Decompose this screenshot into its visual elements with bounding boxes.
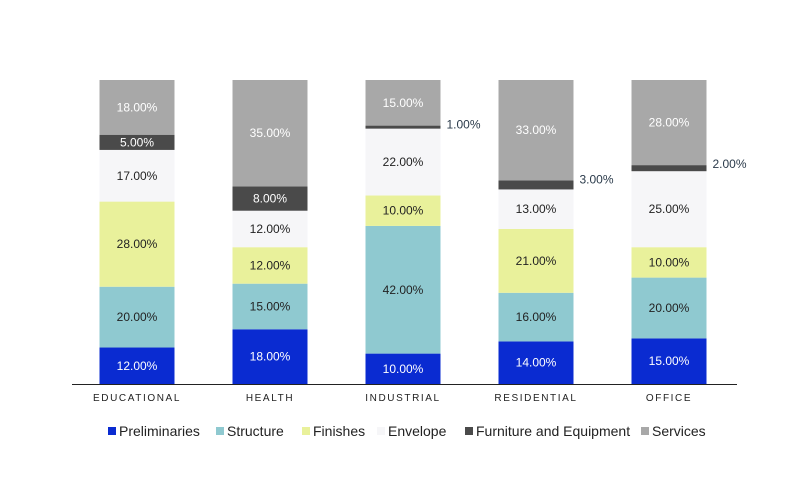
- bar-segment-educational-structure: [99, 286, 175, 348]
- bar-segment-residential-structure: [498, 292, 574, 342]
- legend-item-furniture-and-equipment: Furniture and Equipment: [465, 423, 630, 439]
- legend-swatch-preliminaries: [108, 427, 116, 435]
- data-label-educational-envelope: 17.00%: [117, 169, 158, 183]
- data-label-educational-finishes: 28.00%: [117, 237, 158, 251]
- category-labels-group: EDUCATIONAL HEALTH INDUSTRIAL RESIDENTIAL OF…: [93, 393, 692, 404]
- bar-segment-health-services: [232, 80, 308, 187]
- legend-label-services: Services: [652, 423, 706, 439]
- legend-item-finishes: Finishes: [302, 423, 365, 439]
- category-label-office: OFFICE: [646, 393, 692, 404]
- legend-label-structure: Structure: [227, 423, 284, 439]
- bar-segment-industrial-structure: [365, 225, 441, 354]
- data-label-office-envelope: 25.00%: [649, 202, 690, 216]
- bar-segment-office-envelope: [631, 171, 707, 248]
- legend-item-services: Services: [641, 423, 706, 439]
- data-label-office-finishes: 10.00%: [649, 255, 690, 269]
- data-label-office-furniture-and-equipment: 2.00%: [713, 157, 747, 171]
- bar-segment-health-finishes: [232, 247, 308, 284]
- data-label-educational-preliminaries: 12.00%: [117, 359, 158, 373]
- bar-segment-residential-furniture-and-equipment: [498, 180, 574, 190]
- bar-segment-educational-services: [99, 80, 175, 135]
- bar-segment-industrial-finishes: [365, 195, 441, 226]
- legend-item-structure: Structure: [216, 423, 284, 439]
- data-label-industrial-preliminaries: 10.00%: [383, 362, 424, 376]
- bar-segment-health-envelope: [232, 210, 308, 248]
- data-label-residential-furniture-and-equipment: 3.00%: [580, 172, 614, 186]
- data-label-health-finishes: 12.00%: [250, 258, 291, 272]
- category-label-industrial: INDUSTRIAL: [365, 393, 440, 404]
- bar-segment-office-preliminaries: [631, 338, 707, 384]
- data-label-educational-furniture-and-equipment: 5.00%: [120, 135, 154, 149]
- data-label-health-envelope: 12.00%: [250, 222, 291, 236]
- data-label-health-structure: 15.00%: [250, 299, 291, 313]
- data-label-health-services: 35.00%: [250, 126, 291, 140]
- legend-label-furniture-and-equipment: Furniture and Equipment: [476, 423, 630, 439]
- category-label-residential: RESIDENTIAL: [494, 393, 577, 404]
- bar-segment-residential-finishes: [498, 228, 574, 293]
- segment-labels-group: 12.00% 20.00% 28.00% 17.00% 5.00% 18.00% 18.00…: [117, 96, 747, 376]
- bar-segment-educational-finishes: [99, 201, 175, 287]
- legend-label-preliminaries: Preliminaries: [119, 423, 200, 439]
- legend-swatch-structure: [216, 427, 224, 435]
- bar-segment-office-structure: [631, 277, 707, 339]
- legend-item-envelope: Envelope: [377, 423, 447, 439]
- legend-item-preliminaries: Preliminaries: [108, 423, 200, 439]
- data-label-residential-envelope: 13.00%: [516, 202, 557, 216]
- bar-segment-industrial-services: [365, 80, 441, 126]
- bar-segment-residential-envelope: [498, 189, 574, 229]
- data-label-office-structure: 20.00%: [649, 301, 690, 315]
- bar-segment-educational-preliminaries: [99, 347, 175, 384]
- category-label-educational: EDUCATIONAL: [93, 393, 181, 404]
- legend-swatch-finishes: [302, 427, 310, 435]
- bar-segment-office-services: [631, 80, 707, 166]
- data-label-industrial-furniture-and-equipment: 1.00%: [447, 118, 481, 132]
- bar-segment-office-furniture-and-equipment: [631, 165, 707, 172]
- bar-segment-residential-preliminaries: [498, 341, 574, 384]
- bar-segment-industrial-envelope: [365, 128, 441, 196]
- data-label-industrial-finishes: 10.00%: [383, 204, 424, 218]
- legend-swatch-envelope: [377, 427, 385, 435]
- bar-segment-residential-services: [498, 80, 574, 181]
- data-label-office-services: 28.00%: [649, 116, 690, 130]
- data-label-residential-preliminaries: 14.00%: [516, 356, 557, 370]
- bar-segment-educational-furniture-and-equipment: [99, 134, 175, 150]
- bar-segment-health-furniture-and-equipment: [232, 186, 308, 211]
- data-label-health-furniture-and-equipment: 8.00%: [253, 192, 287, 206]
- bar-segment-educational-envelope: [99, 149, 175, 202]
- data-label-health-preliminaries: 18.00%: [250, 350, 291, 364]
- bar-segment-health-structure: [232, 283, 308, 330]
- legend-swatch-services: [641, 427, 649, 435]
- data-label-industrial-services: 15.00%: [383, 96, 424, 110]
- data-label-industrial-envelope: 22.00%: [383, 155, 424, 169]
- data-label-educational-structure: 20.00%: [117, 310, 158, 324]
- bar-segment-industrial-furniture-and-equipment: [365, 125, 441, 129]
- data-label-educational-services: 18.00%: [117, 100, 158, 114]
- legend-swatch-furniture-and-equipment: [465, 427, 473, 435]
- data-label-residential-structure: 16.00%: [516, 310, 557, 324]
- data-label-office-preliminaries: 15.00%: [649, 354, 690, 368]
- legend-label-envelope: Envelope: [388, 423, 447, 439]
- data-label-residential-services: 33.00%: [516, 123, 557, 137]
- data-label-industrial-structure: 42.00%: [383, 283, 424, 297]
- category-label-health: HEALTH: [246, 393, 294, 404]
- bars-group: [99, 80, 707, 384]
- bar-segment-office-finishes: [631, 247, 707, 278]
- legend: Preliminaries Structure Finishes Envelope Fu…: [108, 423, 706, 439]
- bar-segment-industrial-preliminaries: [365, 353, 441, 384]
- legend-label-finishes: Finishes: [313, 423, 365, 439]
- data-label-residential-finishes: 21.00%: [516, 254, 557, 268]
- bar-segment-health-preliminaries: [232, 329, 308, 384]
